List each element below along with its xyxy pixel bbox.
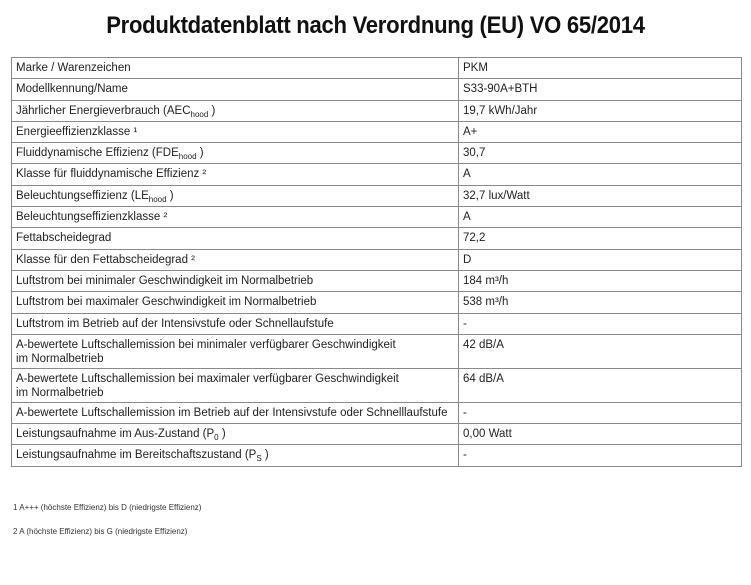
table-row: Modellkennung/Name S33-90A+BTH — [11, 78, 742, 101]
row-label: Energieeffizienzklasse ¹ — [11, 120, 459, 144]
label-subscript: S — [256, 454, 262, 464]
label-text: Jährlicher Energieverbrauch (AEC — [16, 104, 191, 117]
label-text: Fettabscheidegrad — [16, 232, 112, 245]
table-row: Leistungsaufnahme im Aus-Zustand (P0 ) 0,… — [11, 423, 742, 446]
table-row: Beleuchtungseffizienzklasse ² A — [11, 206, 742, 229]
table-row: Luftstrom bei maximaler Geschwindigkeit … — [11, 291, 742, 314]
label-subscript: 0 — [214, 433, 219, 443]
table-row: Beleuchtungseffizienz (LEhood ) 32,7 lux/… — [11, 184, 742, 208]
row-value: - — [458, 444, 742, 467]
row-value: D — [458, 248, 742, 271]
row-label: A-bewertete Luftschallemission bei maxim… — [11, 367, 459, 403]
table-row: Klasse für fluiddynamische Effizienz ² A — [11, 163, 742, 186]
table-row: A-bewertete Luftschallemission bei maxim… — [11, 367, 742, 403]
row-label: Beleuchtungseffizienzklasse ² — [11, 206, 459, 229]
page-title: Produktdatenblatt nach Verordnung (EU) V… — [106, 12, 645, 39]
table-row: Luftstrom bei minimaler Geschwindigkeit … — [11, 269, 742, 293]
table-row: A-bewertete Luftschallemission im Betrie… — [11, 401, 742, 425]
label-text: Klasse für den Fettabscheidegrad ² — [16, 253, 195, 266]
row-value: 72,2 — [458, 227, 742, 250]
label-text-line2: im Normalbetrieb — [16, 352, 104, 365]
table-row: Jährlicher Energieverbrauch (AEChood ) 19… — [11, 99, 742, 122]
row-label: Luftstrom bei minimaler Geschwindigkeit … — [11, 269, 459, 293]
row-label: Modellkennung/Name — [11, 78, 459, 101]
label-subscript: hood — [190, 109, 209, 119]
label-text: Luftstrom bei maximaler Geschwindigkeit … — [16, 296, 317, 309]
row-label: Leistungsaufnahme im Bereitschaftszustan… — [11, 444, 459, 467]
row-label: Luftstrom im Betrieb auf der Intensivstu… — [11, 312, 459, 335]
table-row: Marke / Warenzeichen PKM — [11, 56, 742, 80]
row-label: Klasse für fluiddynamische Effizienz ² — [11, 163, 459, 186]
label-text: A-bewertete Luftschallemission bei maxim… — [16, 372, 399, 385]
label-suffix: ) — [166, 189, 174, 202]
row-value: A — [458, 163, 742, 186]
product-data-table: Marke / Warenzeichen PKM Modellkennung/Nam… — [11, 56, 742, 467]
row-label: Klasse für den Fettabscheidegrad ² — [11, 248, 459, 271]
row-value: 32,7 lux/Watt — [458, 184, 742, 208]
label-text: Luftstrom bei minimaler Geschwindigkeit … — [16, 274, 314, 287]
label-text: Fluiddynamische Effizienz (FDE — [16, 147, 179, 160]
row-label: Fluiddynamische Effizienz (FDEhood ) — [11, 142, 459, 165]
row-value: 30,7 — [458, 142, 742, 165]
footnote-2: 2 A (höchste Effizienz) bis G (niedrigst… — [13, 527, 188, 536]
row-value: 0,00 Watt — [458, 423, 742, 446]
row-label: Fettabscheidegrad — [11, 227, 459, 250]
label-text: A-bewertete Luftschallemission im Betrie… — [16, 406, 448, 419]
label-text: Marke / Warenzeichen — [16, 62, 131, 74]
row-label: Luftstrom bei maximaler Geschwindigkeit … — [11, 291, 459, 314]
table-row: Fluiddynamische Effizienz (FDEhood ) 30,7 — [11, 142, 742, 165]
row-label: Marke / Warenzeichen — [11, 56, 459, 80]
label-suffix: ) — [208, 104, 216, 117]
row-label: Beleuchtungseffizienz (LEhood ) — [11, 184, 459, 208]
table-row: Luftstrom im Betrieb auf der Intensivstu… — [11, 312, 742, 335]
label-text: Energieeffizienzklasse ¹ — [16, 125, 138, 138]
row-label: A-bewertete Luftschallemission bei minim… — [11, 333, 459, 369]
label-suffix: ) — [196, 147, 204, 160]
row-value: 184 m³/h — [458, 269, 742, 293]
label-subscript: hood — [148, 194, 167, 204]
row-value: - — [458, 401, 742, 425]
label-text: Luftstrom im Betrieb auf der Intensivstu… — [16, 317, 334, 330]
table-row: A-bewertete Luftschallemission bei minim… — [11, 333, 742, 369]
label-text: Beleuchtungseffizienzklasse ² — [16, 211, 168, 224]
label-subscript: hood — [178, 152, 197, 162]
row-label: A-bewertete Luftschallemission im Betrie… — [11, 401, 459, 425]
row-value: PKM — [458, 56, 742, 80]
table-row: Fettabscheidegrad 72,2 — [11, 227, 742, 250]
row-value: 64 dB/A — [458, 367, 742, 403]
table-row: Klasse für den Fettabscheidegrad ² D — [11, 248, 742, 271]
label-text: A-bewertete Luftschallemission bei minim… — [16, 338, 396, 351]
label-suffix: ) — [261, 449, 269, 462]
row-value: S33-90A+BTH — [458, 78, 742, 101]
label-text: Modellkennung/Name — [16, 83, 128, 96]
row-value: - — [458, 312, 742, 335]
label-text-line2: im Normalbetrieb — [16, 386, 104, 399]
label-suffix: ) — [218, 428, 226, 441]
row-value: 19,7 kWh/Jahr — [458, 99, 742, 122]
row-value: 42 dB/A — [458, 333, 742, 369]
table-row: Leistungsaufnahme im Bereitschaftszustan… — [11, 444, 742, 467]
row-value: 538 m³/h — [458, 291, 742, 314]
row-value: A — [458, 206, 742, 229]
label-text: Beleuchtungseffizienz (LE — [16, 189, 149, 202]
footnote-1: 1 A+++ (höchste Effizienz) bis D (niedri… — [13, 503, 202, 512]
row-label: Leistungsaufnahme im Aus-Zustand (P0 ) — [11, 423, 459, 446]
table-row: Energieeffizienzklasse ¹ A+ — [11, 120, 742, 144]
row-label: Jährlicher Energieverbrauch (AEChood ) — [11, 99, 459, 122]
label-text: Leistungsaufnahme im Aus-Zustand (P — [16, 428, 215, 441]
row-value: A+ — [458, 120, 742, 144]
label-text: Leistungsaufnahme im Bereitschaftszustan… — [16, 449, 257, 462]
label-text: Klasse für fluiddynamische Effizienz ² — [16, 168, 207, 181]
